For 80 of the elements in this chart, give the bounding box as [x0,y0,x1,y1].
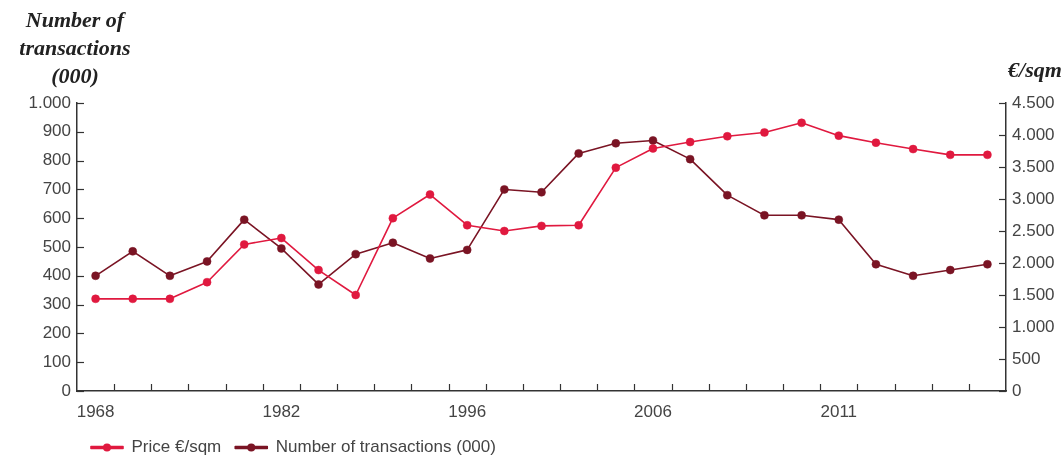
legend-label: Price €/sqm [131,437,222,457]
point [834,215,844,224]
point [91,294,100,304]
point [908,271,918,281]
y-tick-label: 400 [42,265,71,285]
point [165,271,175,281]
point [425,254,435,263]
y2-tick-label: 1.000 [1012,316,1055,336]
point [351,249,360,259]
point [908,144,918,154]
y-tick-label: 500 [42,236,71,256]
x-tick-label: 1982 [262,401,301,421]
point [239,240,249,249]
point [685,137,695,147]
point [91,271,100,281]
point [871,138,881,147]
y2-tick-label: 4.000 [1012,124,1055,144]
point [277,244,286,253]
point [723,132,732,141]
point [500,185,509,194]
y2-tick-label: 0 [1012,380,1022,400]
y-axis-title: Number of transactions (000) [18,6,132,90]
point [537,188,546,197]
point [239,215,249,224]
point [574,149,583,158]
y-tick-label: 100 [42,351,71,371]
point [648,144,658,153]
x-tick-label: 1968 [76,401,115,421]
y-tick-label: 700 [42,179,71,199]
y-tick-label: 200 [42,323,71,343]
y2-tick-label: 2.000 [1012,252,1055,272]
x-tick-label: 2011 [820,401,858,421]
point [946,265,955,275]
y-tick-label: 300 [42,294,71,314]
y2-axis-title: €/sqm [1007,56,1063,84]
point [685,154,695,164]
y2-tick-label: 3.500 [1012,156,1055,176]
point [314,280,323,289]
y2-tick-label: 1.500 [1012,284,1055,304]
point [462,220,472,230]
point [983,150,992,160]
point [574,220,583,230]
x-tick-label: 1996 [448,401,487,421]
point [425,190,435,199]
point [611,163,621,172]
point [834,131,844,140]
point [611,139,621,148]
y-tick-label: 800 [42,150,71,170]
y2-tick-label: 4.500 [1012,92,1055,112]
y-tick-label: 1.000 [28,92,71,112]
point [202,277,212,287]
y2-tick-label: 2.500 [1012,220,1055,240]
point [797,211,806,220]
y-tick-label: 0 [61,380,71,400]
point [760,211,769,220]
point [871,260,881,269]
point [202,257,212,266]
point [388,238,398,247]
point [537,221,546,231]
y2-tick-label: 3.000 [1012,188,1055,208]
point [388,213,398,223]
point [462,245,472,255]
point [165,294,175,304]
point [797,118,806,128]
point [277,233,286,243]
point [500,226,509,236]
y-tick-label: 600 [42,207,71,227]
point [351,290,360,300]
point [760,128,769,137]
point [723,190,732,200]
point [128,247,137,256]
point [648,136,658,145]
x-tick-label: 2006 [634,401,672,421]
point [946,150,955,160]
point [128,294,137,304]
point [314,265,323,275]
y-tick-label: 900 [42,121,71,141]
legend-label: Number of transactions (000) [275,437,496,457]
y2-tick-label: 500 [1012,348,1041,368]
point [983,260,992,269]
